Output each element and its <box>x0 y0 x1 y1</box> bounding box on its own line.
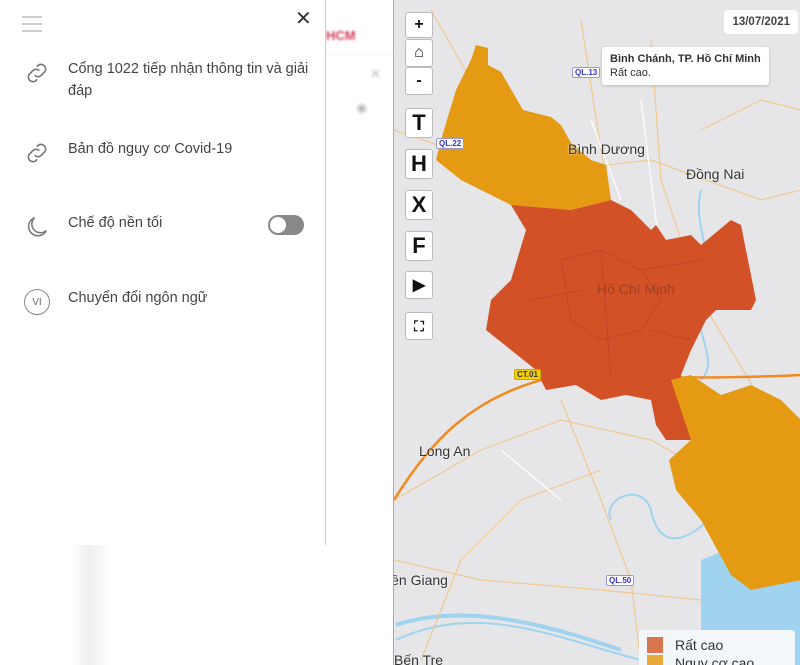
hamburger-icon[interactable] <box>22 16 42 37</box>
region-tooltip: Bình Chánh, TP. Hồ Chí Minh Rất cao. <box>602 47 769 85</box>
zoom-out-button[interactable]: - <box>405 67 433 95</box>
home-icon: ⌂ <box>414 44 424 61</box>
blurred-background <box>70 545 110 665</box>
menu-item-covid-map[interactable]: Bản đồ nguy cơ Covid-19 <box>22 138 312 168</box>
fullscreen-button[interactable]: ⛶ <box>405 312 433 340</box>
place-label: Bến Tre <box>394 652 444 665</box>
place-label: Long An <box>419 443 471 459</box>
play-icon: ▶ <box>412 277 426 294</box>
menu-item-label: Chuyển đổi ngôn ngữ <box>68 290 208 306</box>
menu-item-language[interactable]: VI Chuyển đổi ngôn ngữ <box>22 287 312 317</box>
link-icon <box>22 138 52 168</box>
t-button[interactable]: T <box>405 108 433 138</box>
x-button[interactable]: X <box>405 190 433 220</box>
moon-icon <box>22 212 52 242</box>
menu-item-label: Bản đồ nguy cơ Covid-19 <box>68 141 233 157</box>
close-icon: ✕ <box>370 66 381 81</box>
map-legend: Rất cao Nguy cơ cao <box>639 630 795 665</box>
road-label: QL.22 <box>436 138 465 149</box>
close-menu-button[interactable]: ✕ <box>295 8 312 30</box>
place-label: Đồng Nai <box>686 166 745 182</box>
place-label: Bình Dương <box>568 141 645 157</box>
tooltip-text: Rất cao. <box>610 67 651 79</box>
road-label: QL.50 <box>606 575 635 586</box>
home-button[interactable]: ⌂ <box>405 39 433 67</box>
menu-item-1022[interactable]: Cổng 1022 tiếp nhận thông tin và giải đá… <box>22 58 312 102</box>
region-high <box>669 375 800 590</box>
menu-item-label: Cổng 1022 tiếp nhận thông tin và giải đá… <box>68 61 309 99</box>
play-button[interactable]: ▶ <box>405 271 433 299</box>
menu-item-dark-mode: Chế độ nền tối <box>22 212 312 242</box>
side-menu: ✕ Cổng 1022 tiếp nhận thông tin và giải … <box>0 0 326 545</box>
place-label: Tiền Giang <box>394 572 448 588</box>
road-label: QL.13 <box>572 67 601 78</box>
header-logo-text: HCM <box>326 28 356 43</box>
tooltip-title: Bình Chánh, TP. Hồ Chí Minh <box>610 53 761 65</box>
legend-swatch <box>647 637 663 653</box>
region-high <box>436 45 611 210</box>
zoom-in-button[interactable]: + <box>405 12 433 38</box>
f-button[interactable]: F <box>405 231 433 261</box>
background-page: HCM ✕ ◉ <box>326 0 393 545</box>
fullscreen-icon: ⛶ <box>414 317 424 334</box>
region-very-high <box>486 200 756 440</box>
language-icon: VI <box>24 289 50 315</box>
road-label: CT.01 <box>514 369 541 380</box>
map[interactable]: + ⌂ - T H X F ▶ ⛶ 13/07/2021 Bình Chánh,… <box>393 0 800 665</box>
legend-label: Nguy cơ cao <box>675 655 755 665</box>
dark-mode-toggle[interactable] <box>268 215 304 235</box>
date-label: 13/07/2021 <box>724 10 798 34</box>
menu-item-label: Chế độ nền tối <box>68 215 163 231</box>
map-canvas <box>394 9 800 665</box>
place-label: Hồ Chí Minh <box>597 281 675 297</box>
link-icon <box>22 58 52 88</box>
legend-swatch <box>647 655 663 665</box>
eye-icon: ◉ <box>356 100 368 115</box>
legend-label: Rất cao <box>675 637 724 653</box>
h-button[interactable]: H <box>405 149 433 179</box>
